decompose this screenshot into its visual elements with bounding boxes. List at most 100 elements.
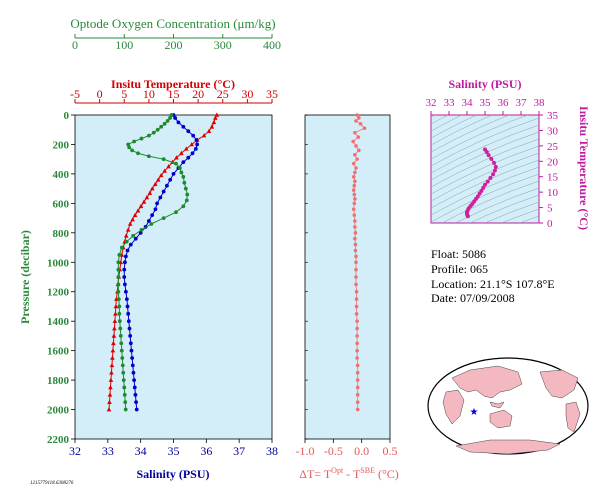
ts-salinity-tick-label: 38 bbox=[534, 97, 546, 109]
oxygen-point bbox=[168, 116, 172, 120]
oxygen-point bbox=[116, 275, 121, 279]
oxygen-point bbox=[181, 204, 186, 209]
salinity-point bbox=[176, 120, 181, 125]
ts-point bbox=[483, 182, 487, 187]
salinity-point bbox=[123, 282, 127, 287]
oxygen-point bbox=[127, 145, 132, 150]
temperature-point bbox=[109, 362, 115, 368]
temperature-point bbox=[108, 384, 113, 390]
oxygen-point bbox=[174, 161, 178, 166]
oxygen-point bbox=[132, 139, 137, 144]
oxygen-point bbox=[165, 118, 170, 123]
temperature-point bbox=[147, 190, 153, 195]
salinity-point bbox=[168, 177, 173, 182]
salinity-point bbox=[191, 133, 196, 138]
pressure-tick-label: 1000 bbox=[47, 257, 70, 269]
delta-point bbox=[354, 166, 358, 170]
salinity-point bbox=[123, 254, 128, 259]
oxygen-point bbox=[146, 154, 151, 159]
temperature-point bbox=[107, 399, 112, 404]
oxygen-point bbox=[120, 356, 125, 360]
ts-salinity-tick-label: 34 bbox=[462, 97, 474, 109]
delta-tick-label: 0.5 bbox=[383, 444, 398, 458]
ts-temperature-tick-label: 20 bbox=[547, 156, 559, 168]
pressure-tick-label: 2000 bbox=[47, 405, 70, 417]
oxygen-point bbox=[117, 253, 122, 257]
ts-density-contour bbox=[500, 208, 539, 223]
salinity-point bbox=[128, 341, 133, 346]
pressure-tick-label: 600 bbox=[53, 198, 70, 210]
delta-point bbox=[358, 122, 363, 126]
delta-point bbox=[354, 304, 359, 309]
temperature-point bbox=[179, 150, 184, 156]
delta-point bbox=[354, 144, 358, 148]
temperature-point bbox=[108, 377, 114, 382]
ts-temperature-tick-label: 10 bbox=[547, 187, 559, 199]
ts-point bbox=[492, 160, 496, 165]
footer-id: 1215779118.6308276 bbox=[30, 481, 74, 486]
salinity-point bbox=[130, 363, 135, 368]
salinity-tick-label: 35 bbox=[168, 444, 180, 458]
salinity-point bbox=[122, 275, 127, 279]
ts-temperature-tick-label: 35 bbox=[547, 110, 559, 122]
ts-temperature-tick-label: 0 bbox=[547, 218, 553, 230]
ts-point bbox=[492, 168, 497, 173]
temperature-point bbox=[109, 370, 114, 375]
delta-point bbox=[356, 135, 361, 139]
oxygen-point bbox=[139, 136, 144, 141]
oxygen-axis-title: Optode Oxygen Concentration (μm/kg) bbox=[70, 16, 275, 31]
pressure-axis-title: Pressure (decibar) bbox=[18, 230, 32, 324]
temperature-point bbox=[209, 124, 215, 129]
oxygen-tick-label: 400 bbox=[263, 38, 281, 52]
temperature-tick-label: 0 bbox=[97, 87, 103, 101]
ts-salinity-axis-title: Salinity (PSU) bbox=[448, 77, 521, 91]
ts-series bbox=[465, 147, 498, 219]
salinity-point bbox=[158, 195, 163, 200]
ts-point bbox=[485, 179, 490, 184]
ts-temperature-tick-label: 5 bbox=[547, 203, 553, 215]
oxygen-point bbox=[123, 407, 128, 412]
oxygen-point bbox=[116, 282, 121, 287]
delta-point bbox=[353, 130, 357, 135]
info-float: Float: 5086 bbox=[431, 247, 486, 261]
delta-point bbox=[354, 254, 358, 259]
delta-point bbox=[353, 242, 358, 247]
pressure-tick-label: 2200 bbox=[47, 434, 70, 446]
oxygen-point bbox=[136, 151, 140, 156]
delta-point bbox=[355, 393, 360, 397]
oxygen-point bbox=[121, 378, 126, 382]
pressure-tick-label: 1800 bbox=[47, 375, 70, 387]
salinity-point bbox=[132, 385, 137, 390]
temperature-point bbox=[107, 392, 113, 397]
oxygen-tick-label: 300 bbox=[214, 38, 232, 52]
temperature-point bbox=[155, 177, 161, 182]
salinity-point bbox=[126, 319, 131, 324]
salinity-point bbox=[153, 207, 158, 212]
delta-point bbox=[354, 119, 358, 123]
pressure-tick-label: 1600 bbox=[47, 346, 70, 358]
salinity-point bbox=[150, 213, 155, 218]
salinity-point bbox=[128, 334, 133, 338]
temperature-point bbox=[113, 303, 119, 309]
delta-point bbox=[357, 148, 361, 153]
oxygen-point bbox=[130, 148, 135, 153]
delta-point bbox=[355, 326, 359, 331]
temperature-point bbox=[144, 194, 150, 200]
salinity-point bbox=[138, 230, 143, 235]
ts-temperature-tick-label: 30 bbox=[547, 125, 559, 137]
oxygen-point bbox=[116, 297, 121, 301]
delta-point bbox=[355, 319, 359, 323]
salinity-point bbox=[125, 304, 130, 309]
oxygen-point bbox=[178, 166, 182, 170]
ts-density-contour bbox=[431, 115, 477, 139]
delta-point bbox=[354, 260, 358, 265]
temperature-point bbox=[110, 355, 115, 360]
delta-axes: -1.0 -0.5 0.0 0.5 bbox=[296, 114, 398, 458]
salinity-tick-label: 37 bbox=[233, 444, 245, 458]
oxygen-point bbox=[131, 233, 136, 238]
salinity-point bbox=[131, 370, 136, 375]
delta-point bbox=[354, 297, 359, 301]
salinity-point bbox=[186, 155, 191, 160]
delta-point bbox=[354, 267, 358, 272]
